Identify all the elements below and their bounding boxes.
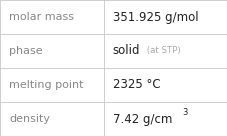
Text: 3: 3 <box>182 108 187 117</box>
Text: solid: solid <box>112 44 140 58</box>
Text: (at STP): (at STP) <box>143 47 180 55</box>
Text: density: density <box>9 114 50 124</box>
Text: 2325 °C: 2325 °C <box>112 78 160 92</box>
Text: melting point: melting point <box>9 80 83 90</box>
Text: molar mass: molar mass <box>9 12 74 22</box>
Text: phase: phase <box>9 46 42 56</box>
Text: 351.925 g/mol: 351.925 g/mol <box>112 10 198 24</box>
Text: 7.42 g/cm: 7.42 g/cm <box>112 112 171 126</box>
